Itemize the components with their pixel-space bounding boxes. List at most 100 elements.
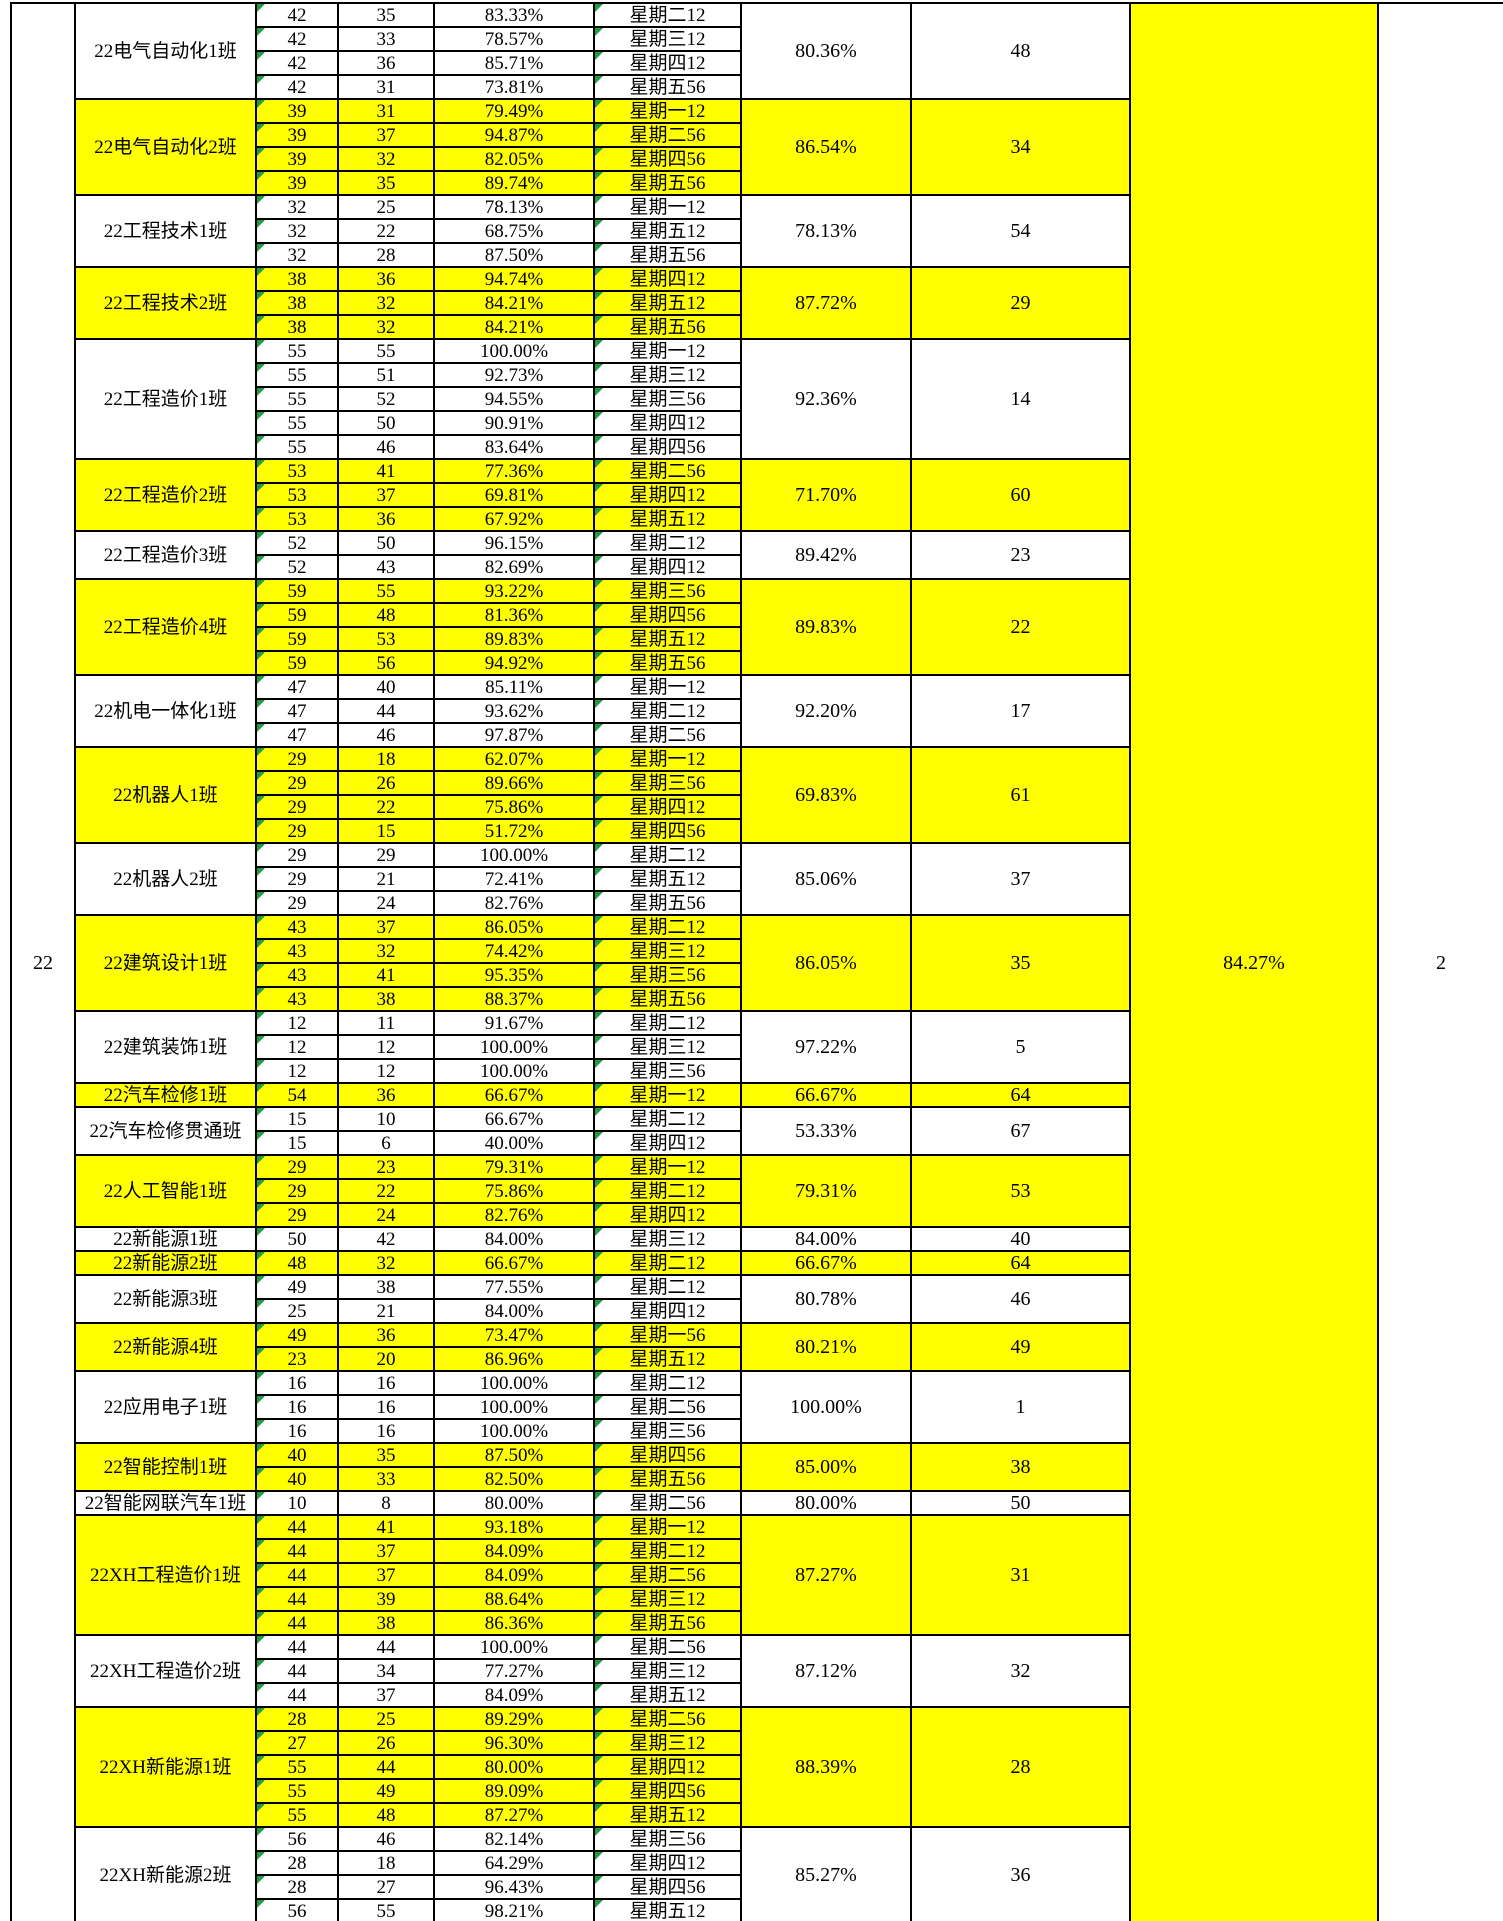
weekday-period-cell[interactable]: 星期四56 (595, 148, 742, 172)
weekday-period-cell[interactable]: 星期二56 (595, 1636, 742, 1660)
total-students-cell[interactable]: 47 (257, 676, 339, 700)
weekday-period-cell[interactable]: 星期三12 (595, 1732, 742, 1756)
attendance-rate-cell[interactable]: 66.67% (435, 1252, 595, 1276)
class-name-cell[interactable]: 22工程技术1班 (76, 196, 257, 268)
attended-students-cell[interactable]: 38 (339, 988, 435, 1012)
weekday-period-cell[interactable]: 星期二56 (595, 124, 742, 148)
attended-students-cell[interactable]: 41 (339, 1516, 435, 1540)
weekday-period-cell[interactable]: 星期三56 (595, 1828, 742, 1852)
total-students-cell[interactable]: 29 (257, 772, 339, 796)
attended-students-cell[interactable]: 10 (339, 1108, 435, 1132)
weekday-period-cell[interactable]: 星期三56 (595, 580, 742, 604)
attendance-rate-cell[interactable]: 78.57% (435, 28, 595, 52)
attended-students-cell[interactable]: 11 (339, 1012, 435, 1036)
weekday-period-cell[interactable]: 星期二12 (595, 1276, 742, 1300)
weekday-period-cell[interactable]: 星期二56 (595, 724, 742, 748)
attendance-rate-cell[interactable]: 82.14% (435, 1828, 595, 1852)
total-students-cell[interactable]: 59 (257, 604, 339, 628)
total-students-cell[interactable]: 55 (257, 1756, 339, 1780)
attended-students-cell[interactable]: 32 (339, 316, 435, 340)
weekday-period-cell[interactable]: 星期五56 (595, 76, 742, 100)
attendance-rate-cell[interactable]: 92.73% (435, 364, 595, 388)
attended-students-cell[interactable]: 21 (339, 868, 435, 892)
total-students-cell[interactable]: 32 (257, 220, 339, 244)
attendance-rate-cell[interactable]: 100.00% (435, 340, 595, 364)
class-average-cell[interactable]: 53.33% (742, 1108, 912, 1156)
class-name-cell[interactable]: 22新能源3班 (76, 1276, 257, 1324)
class-rank-cell[interactable]: 29 (912, 268, 1131, 340)
class-rank-cell[interactable]: 64 (912, 1252, 1131, 1276)
attendance-rate-cell[interactable]: 86.36% (435, 1612, 595, 1636)
class-name-cell[interactable]: 22XH新能源2班 (76, 1828, 257, 1921)
class-name-cell[interactable]: 22智能网联汽车1班 (76, 1492, 257, 1516)
total-students-cell[interactable]: 56 (257, 1828, 339, 1852)
class-average-cell[interactable]: 92.20% (742, 676, 912, 748)
class-rank-cell[interactable]: 35 (912, 916, 1131, 1012)
attendance-rate-cell[interactable]: 89.83% (435, 628, 595, 652)
total-students-cell[interactable]: 53 (257, 484, 339, 508)
attendance-rate-cell[interactable]: 86.96% (435, 1348, 595, 1372)
weekday-period-cell[interactable]: 星期四12 (595, 1300, 742, 1324)
weekday-period-cell[interactable]: 星期五12 (595, 1348, 742, 1372)
attendance-rate-cell[interactable]: 98.21% (435, 1900, 595, 1921)
weekday-period-cell[interactable]: 星期二12 (595, 1252, 742, 1276)
attended-students-cell[interactable]: 46 (339, 436, 435, 460)
weekday-period-cell[interactable]: 星期三56 (595, 1420, 742, 1444)
attendance-rate-cell[interactable]: 93.62% (435, 700, 595, 724)
class-average-cell[interactable]: 86.05% (742, 916, 912, 1012)
attended-students-cell[interactable]: 31 (339, 100, 435, 124)
weekday-period-cell[interactable]: 星期三56 (595, 964, 742, 988)
total-students-cell[interactable]: 44 (257, 1660, 339, 1684)
weekday-period-cell[interactable]: 星期二12 (595, 700, 742, 724)
class-rank-cell[interactable]: 64 (912, 1084, 1131, 1108)
total-students-cell[interactable]: 39 (257, 148, 339, 172)
attended-students-cell[interactable]: 48 (339, 1804, 435, 1828)
total-students-cell[interactable]: 29 (257, 868, 339, 892)
attended-students-cell[interactable]: 22 (339, 796, 435, 820)
total-students-cell[interactable]: 44 (257, 1588, 339, 1612)
total-students-cell[interactable]: 28 (257, 1708, 339, 1732)
class-average-cell[interactable]: 79.31% (742, 1156, 912, 1228)
total-students-cell[interactable]: 42 (257, 4, 339, 28)
attendance-rate-cell[interactable]: 73.81% (435, 76, 595, 100)
attendance-rate-cell[interactable]: 84.00% (435, 1228, 595, 1252)
class-name-cell[interactable]: 22工程技术2班 (76, 268, 257, 340)
grade-average-cell[interactable]: 84.27% (1131, 4, 1379, 1921)
total-students-cell[interactable]: 29 (257, 748, 339, 772)
weekday-period-cell[interactable]: 星期三12 (595, 940, 742, 964)
class-rank-cell[interactable]: 38 (912, 1444, 1131, 1492)
weekday-period-cell[interactable]: 星期五56 (595, 316, 742, 340)
class-name-cell[interactable]: 22机器人1班 (76, 748, 257, 844)
weekday-period-cell[interactable]: 星期一12 (595, 1084, 742, 1108)
weekday-period-cell[interactable]: 星期一56 (595, 1324, 742, 1348)
attendance-rate-cell[interactable]: 94.87% (435, 124, 595, 148)
attended-students-cell[interactable]: 38 (339, 1276, 435, 1300)
total-students-cell[interactable]: 43 (257, 916, 339, 940)
class-name-cell[interactable]: 22工程造价1班 (76, 340, 257, 460)
attended-students-cell[interactable]: 27 (339, 1876, 435, 1900)
attendance-rate-cell[interactable]: 95.35% (435, 964, 595, 988)
attended-students-cell[interactable]: 42 (339, 1228, 435, 1252)
class-average-cell[interactable]: 88.39% (742, 1708, 912, 1828)
attendance-rate-cell[interactable]: 51.72% (435, 820, 595, 844)
total-students-cell[interactable]: 12 (257, 1060, 339, 1084)
class-average-cell[interactable]: 78.13% (742, 196, 912, 268)
total-students-cell[interactable]: 29 (257, 1180, 339, 1204)
total-students-cell[interactable]: 38 (257, 292, 339, 316)
attended-students-cell[interactable]: 28 (339, 244, 435, 268)
weekday-period-cell[interactable]: 星期一12 (595, 748, 742, 772)
class-name-cell[interactable]: 22XH工程造价2班 (76, 1636, 257, 1708)
attended-students-cell[interactable]: 35 (339, 4, 435, 28)
class-name-cell[interactable]: 22XH工程造价1班 (76, 1516, 257, 1636)
attendance-rate-cell[interactable]: 90.91% (435, 412, 595, 436)
attendance-rate-cell[interactable]: 79.49% (435, 100, 595, 124)
weekday-period-cell[interactable]: 星期五56 (595, 1468, 742, 1492)
weekday-period-cell[interactable]: 星期四12 (595, 1756, 742, 1780)
total-students-cell[interactable]: 39 (257, 172, 339, 196)
class-name-cell[interactable]: 22电气自动化1班 (76, 4, 257, 100)
class-rank-cell[interactable]: 1 (912, 1372, 1131, 1444)
attendance-rate-cell[interactable]: 87.27% (435, 1804, 595, 1828)
total-students-cell[interactable]: 55 (257, 412, 339, 436)
class-rank-cell[interactable]: 5 (912, 1012, 1131, 1084)
attended-students-cell[interactable]: 32 (339, 940, 435, 964)
